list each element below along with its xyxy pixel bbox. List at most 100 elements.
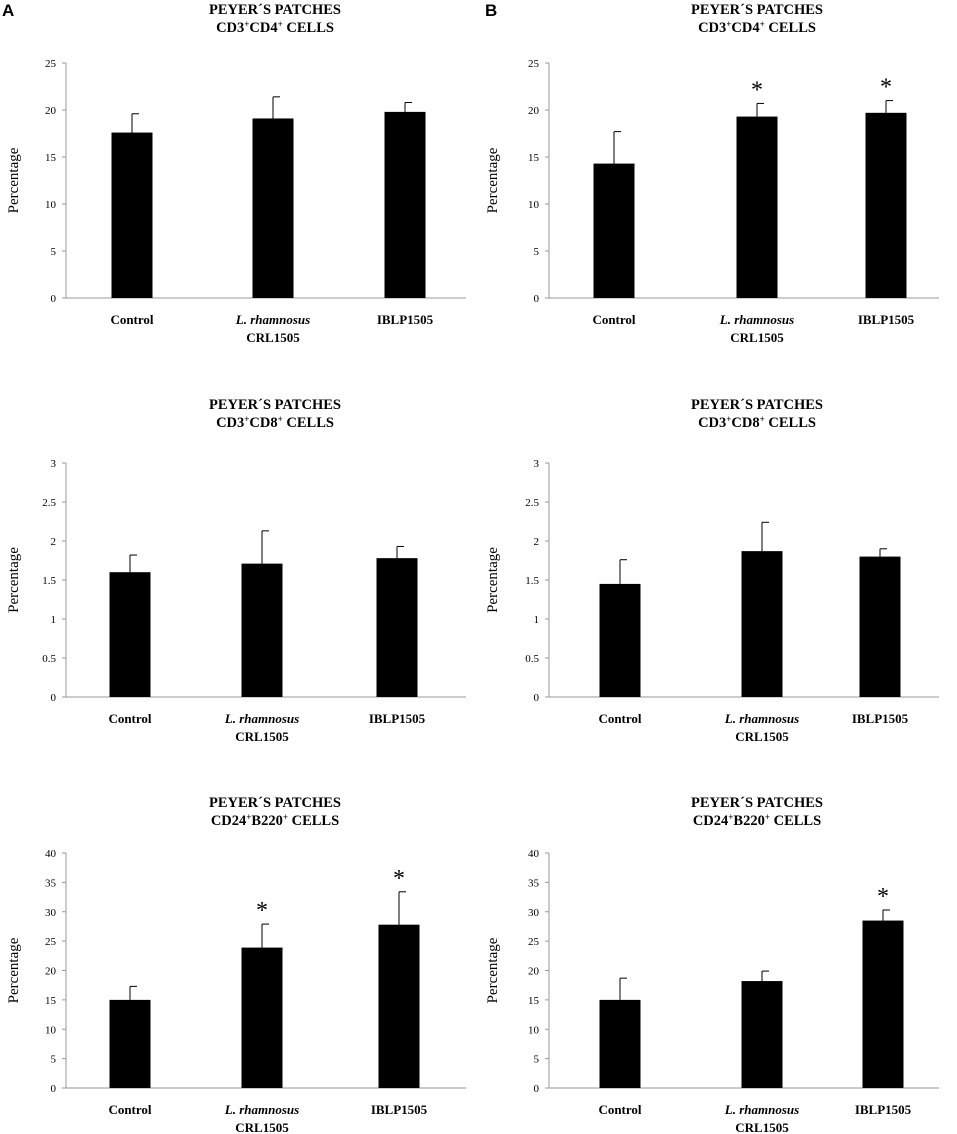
bar xyxy=(736,116,778,298)
chart-title-line2: CD3+CD8+ CELLS xyxy=(216,414,334,431)
category-label: Control xyxy=(108,1102,151,1117)
title-part: CD8 xyxy=(731,415,759,431)
significance-mark: * xyxy=(393,866,405,892)
y-tick-label: 2.5 xyxy=(42,497,56,509)
title-part: CD3 xyxy=(216,415,244,431)
y-axis-label: Percentage xyxy=(6,147,22,213)
bar xyxy=(862,920,904,1088)
y-tick-label: 25 xyxy=(45,58,57,70)
y-tick-label: 2 xyxy=(51,536,57,548)
significance-mark: * xyxy=(751,77,763,103)
title-part: B220 xyxy=(251,813,282,829)
y-tick-label: 2.5 xyxy=(525,497,539,509)
category-label: IBLP1505 xyxy=(858,312,915,327)
y-tick-label: 35 xyxy=(45,877,57,889)
y-tick-label: 0 xyxy=(51,1083,57,1095)
bar xyxy=(741,551,783,697)
title-superscript: + xyxy=(278,19,283,29)
category-label: L. rhamnosus xyxy=(235,312,310,327)
chart-title-line2: CD3+CD4+ CELLS xyxy=(698,19,816,36)
y-tick-label: 1 xyxy=(534,614,540,626)
bar xyxy=(859,556,901,697)
title-part: CD4 xyxy=(731,20,759,36)
panel-letter-b: B xyxy=(485,1,497,20)
title-superscript: + xyxy=(244,414,249,424)
category-label: L. rhamnosus xyxy=(224,711,299,726)
significance-mark: * xyxy=(880,75,892,101)
y-tick-label: 5 xyxy=(51,246,57,258)
y-tick-label: 15 xyxy=(45,152,57,164)
chart-title-line2: CD24+B220+ CELLS xyxy=(211,812,339,829)
title-superscript: + xyxy=(726,19,731,29)
title-part: CD24 xyxy=(693,813,728,829)
y-axis-label: Percentage xyxy=(485,147,501,213)
category-label-line2: CRL1505 xyxy=(735,1120,789,1134)
y-tick-label: 10 xyxy=(528,199,540,211)
y-tick-label: 0 xyxy=(534,293,540,305)
y-tick-label: 0 xyxy=(534,1083,540,1095)
y-tick-label: 5 xyxy=(51,1054,57,1066)
category-label-line2: CRL1505 xyxy=(235,729,289,744)
y-tick-label: 1.5 xyxy=(525,575,539,587)
chart-title-line1: PEYER´S PATCHES xyxy=(209,397,341,413)
category-label-line2: CRL1505 xyxy=(235,1120,289,1134)
y-tick-label: 5 xyxy=(534,246,540,258)
bar xyxy=(865,112,907,298)
title-superscript: + xyxy=(278,414,283,424)
category-label: Control xyxy=(110,312,153,327)
category-label-line2: CRL1505 xyxy=(735,729,789,744)
bar xyxy=(741,981,783,1088)
y-tick-label: 3 xyxy=(534,458,540,470)
y-tick-label: 25 xyxy=(45,936,57,948)
bar xyxy=(241,563,283,697)
y-tick-label: 10 xyxy=(45,1024,57,1036)
category-label: Control xyxy=(598,1102,641,1117)
bar xyxy=(376,558,418,697)
category-label: Control xyxy=(598,711,641,726)
title-part: CELLS xyxy=(765,415,816,431)
category-label: IBLP1505 xyxy=(371,1102,428,1117)
chart-title-line1: PEYER´S PATCHES xyxy=(691,2,823,18)
bar xyxy=(252,118,294,299)
chart-title-line1: PEYER´S PATCHES xyxy=(691,795,823,811)
category-label-line2: CRL1505 xyxy=(246,330,300,345)
y-tick-label: 30 xyxy=(45,907,57,919)
title-part: CELLS xyxy=(288,813,339,829)
y-tick-label: 35 xyxy=(528,877,540,889)
bar xyxy=(109,999,151,1088)
chart-title-line2: CD3+CD4+ CELLS xyxy=(216,19,334,36)
title-superscript: + xyxy=(726,414,731,424)
bar xyxy=(599,583,641,697)
title-part: CD3 xyxy=(216,20,244,36)
y-tick-label: 20 xyxy=(528,966,540,978)
bar xyxy=(109,572,151,697)
y-tick-label: 0 xyxy=(534,692,540,704)
y-tick-label: 2 xyxy=(534,536,540,548)
category-label: L. rhamnosus xyxy=(224,1102,299,1117)
y-tick-label: 0.5 xyxy=(525,653,539,665)
title-superscript: + xyxy=(760,414,765,424)
y-tick-label: 1 xyxy=(51,614,57,626)
title-superscript: + xyxy=(765,812,770,822)
category-label: Control xyxy=(592,312,635,327)
y-tick-label: 0 xyxy=(51,293,57,305)
y-tick-label: 15 xyxy=(528,995,540,1007)
category-label: Control xyxy=(108,711,151,726)
chart-title-line1: PEYER´S PATCHES xyxy=(691,397,823,413)
title-part: CD3 xyxy=(698,415,726,431)
bar xyxy=(593,163,635,298)
chart-title-line2: CD3+CD8+ CELLS xyxy=(698,414,816,431)
bar xyxy=(384,111,426,298)
title-part: B220 xyxy=(733,813,764,829)
y-tick-label: 20 xyxy=(45,966,57,978)
y-tick-label: 30 xyxy=(528,907,540,919)
panel-letter-a: A xyxy=(2,1,14,20)
title-part: CELLS xyxy=(765,20,816,36)
title-part: CELLS xyxy=(770,813,821,829)
category-label: IBLP1505 xyxy=(369,711,426,726)
y-tick-label: 0.5 xyxy=(42,653,56,665)
